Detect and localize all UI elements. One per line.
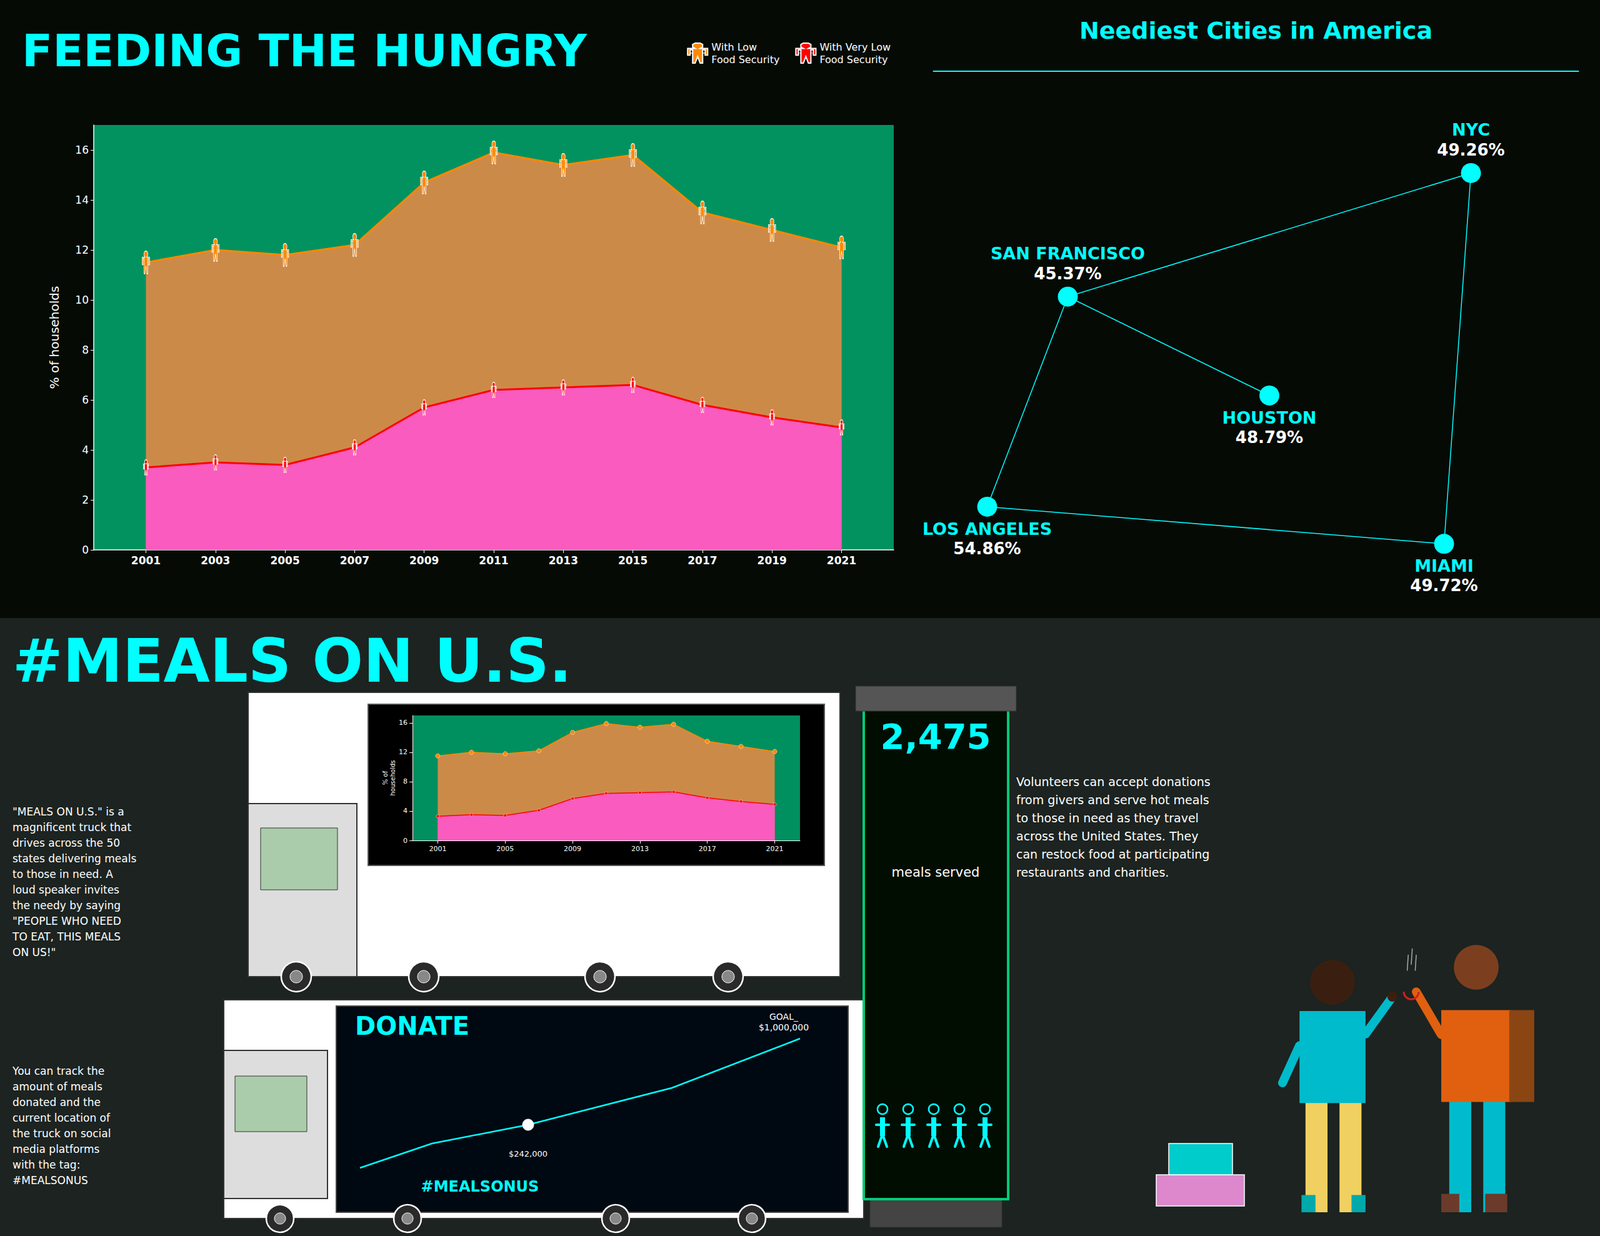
svg-text:from givers and serve hot meal: from givers and serve hot meals	[1016, 793, 1210, 807]
svg-text:Food Security: Food Security	[819, 53, 888, 66]
svg-text:restaurants and charities.: restaurants and charities.	[1016, 865, 1169, 880]
svg-text:across the United States. They: across the United States. They	[1016, 829, 1199, 844]
svg-text:16: 16	[398, 718, 408, 727]
svg-text:With Low: With Low	[711, 41, 757, 54]
svg-text:2,475: 2,475	[880, 716, 991, 757]
svg-text:2001: 2001	[131, 554, 161, 567]
svg-text:0: 0	[403, 836, 408, 845]
svg-text:2011: 2011	[478, 554, 509, 567]
svg-text:2009: 2009	[563, 845, 582, 854]
svg-text:#MEALS ON U.S.: #MEALS ON U.S.	[12, 626, 572, 697]
svg-text:drives across the 50: drives across the 50	[12, 836, 120, 850]
svg-text:donated and the: donated and the	[12, 1096, 101, 1109]
svg-text:SAN FRANCISCO: SAN FRANCISCO	[990, 243, 1145, 264]
svg-text:2017: 2017	[687, 554, 717, 567]
svg-text:49.26%: 49.26%	[1436, 140, 1505, 160]
svg-text:0: 0	[81, 543, 89, 557]
svg-text:With Very Low: With Very Low	[819, 41, 891, 54]
svg-text:8: 8	[81, 343, 89, 357]
svg-text:$242,000: $242,000	[508, 1149, 548, 1159]
svg-text:14: 14	[75, 193, 89, 207]
svg-text:4: 4	[81, 443, 89, 457]
svg-text:4: 4	[403, 806, 408, 815]
svg-text:#MEALSONUS: #MEALSONUS	[12, 1174, 89, 1187]
svg-text:Food Security: Food Security	[711, 53, 780, 66]
svg-text:2017: 2017	[698, 845, 717, 854]
svg-text:current location of: current location of	[12, 1111, 111, 1125]
svg-text:Volunteers can accept donation: Volunteers can accept donations	[1016, 775, 1211, 789]
svg-text:12: 12	[75, 243, 89, 257]
svg-text:ON US!": ON US!"	[12, 946, 56, 959]
svg-text:FEEDING THE HUNGRY: FEEDING THE HUNGRY	[21, 24, 588, 77]
svg-text:2005: 2005	[496, 845, 514, 854]
svg-text:MIAMI: MIAMI	[1414, 556, 1474, 576]
svg-text:2007: 2007	[340, 554, 370, 567]
svg-text:amount of meals: amount of meals	[12, 1080, 103, 1094]
svg-text:2003: 2003	[200, 554, 230, 567]
svg-text:DONATE: DONATE	[355, 1011, 470, 1041]
svg-text:2013: 2013	[631, 845, 649, 854]
svg-text:meals served: meals served	[891, 865, 980, 880]
svg-text:loud speaker invites: loud speaker invites	[12, 883, 120, 897]
svg-text:% of: % of	[381, 770, 389, 785]
svg-text:2: 2	[81, 493, 89, 507]
svg-text:2009: 2009	[409, 554, 439, 567]
svg-text:media platforms: media platforms	[12, 1143, 100, 1156]
svg-text:10: 10	[75, 293, 89, 307]
svg-text:#MEALSONUS: #MEALSONUS	[421, 1178, 540, 1196]
svg-text:"PEOPLE WHO NEED: "PEOPLE WHO NEED	[12, 915, 122, 928]
svg-text:45.37%: 45.37%	[1033, 264, 1102, 284]
svg-text:2019: 2019	[757, 554, 787, 567]
svg-text:HOUSTON: HOUSTON	[1222, 408, 1317, 428]
svg-text:2015: 2015	[618, 554, 648, 567]
svg-text:You can track the: You can track the	[11, 1065, 105, 1078]
svg-text:16: 16	[75, 143, 89, 157]
svg-text:8: 8	[403, 777, 408, 786]
svg-text:LOS ANGELES: LOS ANGELES	[922, 519, 1052, 539]
svg-text:54.86%: 54.86%	[953, 539, 1021, 559]
svg-text:to those in need as they trave: to those in need as they travel	[1016, 811, 1199, 825]
svg-text:48.79%: 48.79%	[1235, 428, 1304, 447]
svg-text:"MEALS ON U.S." is a: "MEALS ON U.S." is a	[12, 805, 125, 819]
svg-text:2021: 2021	[766, 845, 784, 854]
svg-text:households: households	[389, 760, 397, 797]
svg-text:2013: 2013	[548, 554, 579, 567]
svg-text:6: 6	[81, 393, 89, 407]
svg-text:the needy by saying: the needy by saying	[12, 899, 121, 912]
svg-text:states delivering meals: states delivering meals	[12, 852, 137, 865]
svg-text:magnificent truck that: magnificent truck that	[12, 821, 132, 834]
svg-text:% of households: % of households	[46, 286, 62, 390]
svg-text:TO EAT, THIS MEALS: TO EAT, THIS MEALS	[11, 930, 121, 944]
svg-text:GOAL_: GOAL_	[769, 1011, 799, 1022]
svg-text:49.72%: 49.72%	[1410, 576, 1478, 595]
svg-text:Neediest Cities in America: Neediest Cities in America	[1079, 16, 1433, 45]
svg-text:2001: 2001	[428, 845, 447, 854]
svg-text:2021: 2021	[826, 554, 857, 567]
svg-text:$1,000,000: $1,000,000	[758, 1022, 809, 1033]
svg-text:NYC: NYC	[1451, 120, 1490, 140]
svg-text:with the tag:: with the tag:	[12, 1158, 80, 1172]
svg-text:the truck on social: the truck on social	[12, 1127, 111, 1140]
svg-text:2005: 2005	[270, 554, 300, 567]
svg-text:to those in need. A: to those in need. A	[12, 868, 114, 881]
svg-text:can restock food at participat: can restock food at participating	[1016, 847, 1210, 862]
svg-text:12: 12	[398, 748, 408, 757]
